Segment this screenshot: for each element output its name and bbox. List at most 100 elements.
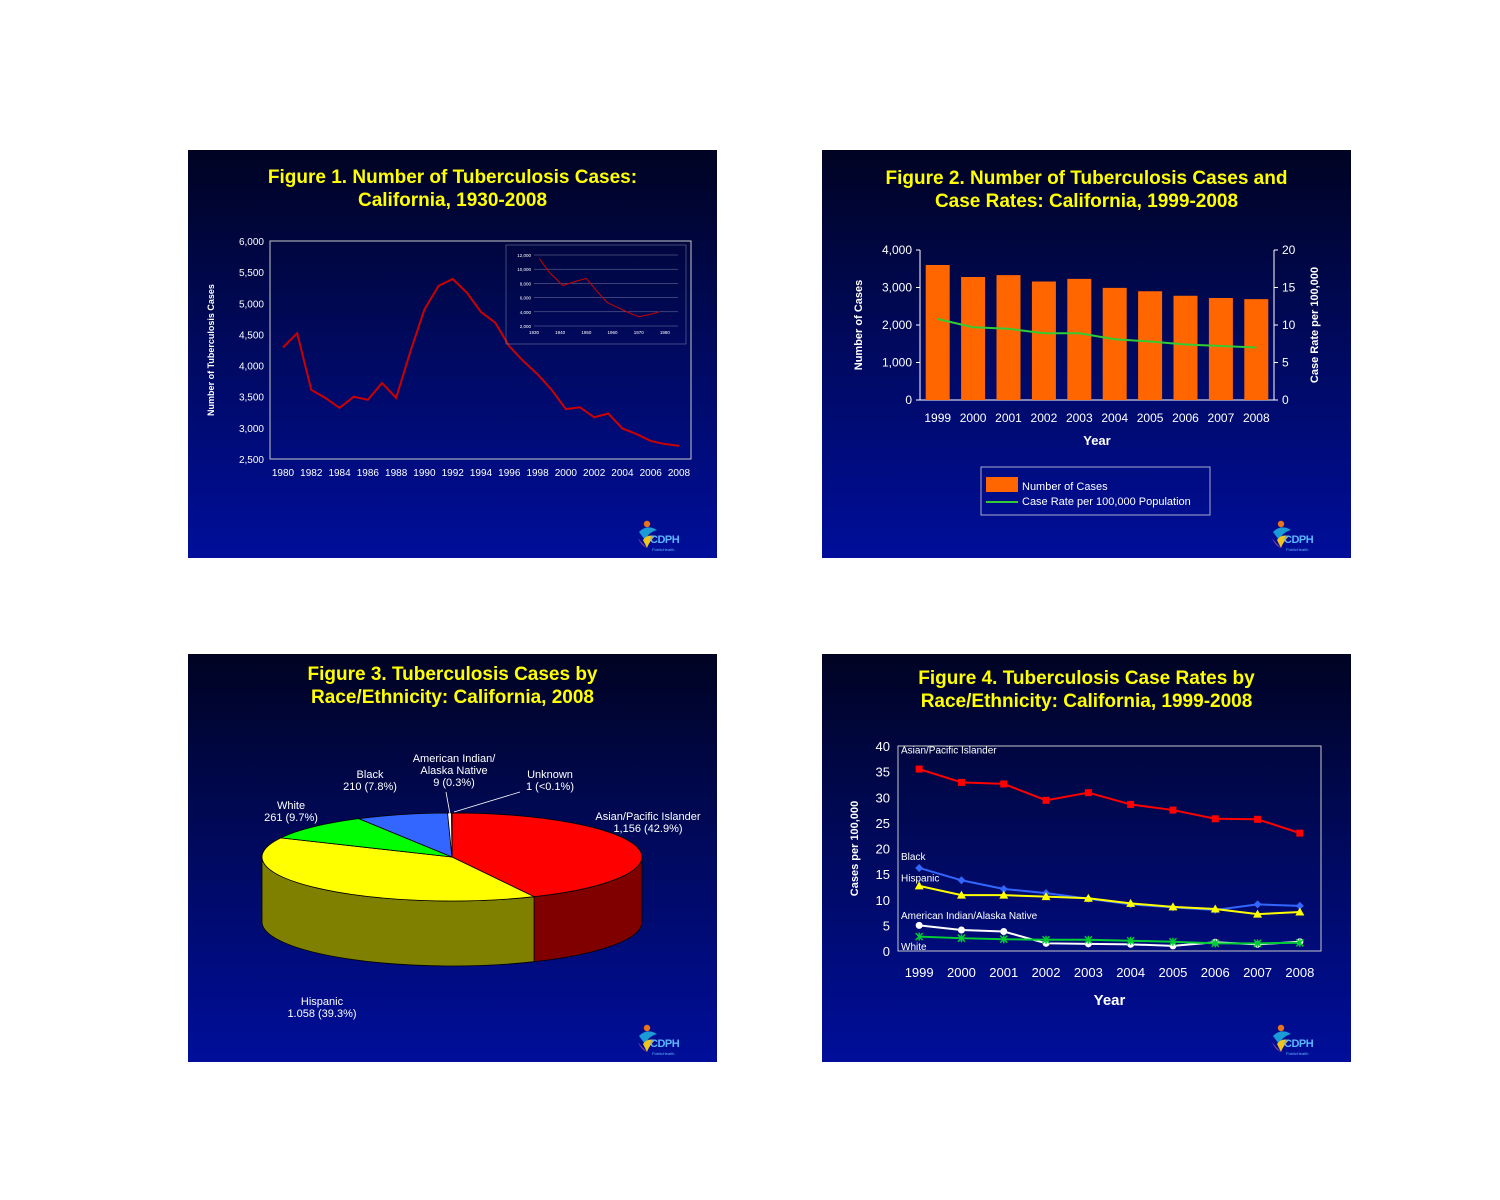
y2-tick-label: 0 [1282, 393, 1289, 407]
bar [1031, 281, 1056, 400]
marker-circle [915, 921, 923, 929]
y-tick-label: 0 [883, 944, 890, 959]
y-axis-label: Number of Tuberculosis Cases [206, 284, 216, 416]
logo-caption: PublicHealth [652, 547, 674, 552]
figure-2-slide: Figure 2. Number of Tuberculosis Cases a… [822, 150, 1351, 558]
marker-triangle [914, 881, 924, 890]
inset-y-tick-label: 2,000 [520, 324, 532, 329]
y-tick-label: 4,000 [239, 362, 264, 373]
series-line [918, 884, 1300, 916]
x-tick-label: 2001 [995, 411, 1022, 425]
logo-figure [643, 535, 655, 548]
pie-slice [261, 837, 536, 902]
y-tick-label: 2,000 [882, 318, 912, 332]
x-tick-label: 1986 [357, 468, 380, 479]
bar [1173, 295, 1198, 400]
plot-area [897, 745, 1322, 952]
logo-figure [1277, 535, 1289, 548]
slice-value: 261 (9.7%) [264, 812, 318, 824]
series: Asian/Pacific Islander [901, 746, 1304, 837]
y-tick-label: 5,500 [239, 268, 264, 279]
x-tick-label: 2006 [1172, 411, 1199, 425]
slice-name: Alaska Native [420, 765, 487, 777]
logo-head [643, 520, 651, 528]
marker-triangle [1083, 893, 1093, 902]
x-tick-label: 2006 [1201, 965, 1230, 980]
marker-square [1254, 815, 1262, 823]
y-tick-label: 20 [876, 842, 890, 857]
inset-y-tick-label: 8,000 [520, 281, 532, 286]
marker-triangle [956, 890, 966, 899]
slice-name: White [277, 800, 305, 812]
x-tick-label: 1988 [385, 468, 408, 479]
marker-triangle [1210, 904, 1220, 913]
inset-x-tick-label: 1940 [555, 330, 566, 335]
legend-label: Case Rate per 100,000 Population [1022, 496, 1191, 508]
marker-triangle [1253, 909, 1263, 918]
marker-diamond [999, 884, 1008, 893]
x-tick-label: 2007 [1243, 965, 1272, 980]
x-tick-label: 1992 [442, 468, 465, 479]
marker-star [1295, 938, 1304, 947]
inset-frame [505, 244, 687, 345]
series-label: Asian/Pacific Islander [901, 746, 997, 757]
x-tick-label: 2008 [1285, 965, 1314, 980]
marker-diamond [957, 876, 966, 885]
inset-x-tick-label: 1980 [660, 330, 671, 335]
logo-caption: PublicHealth [1286, 547, 1308, 552]
x-tick-label: 1984 [328, 468, 351, 479]
pie-slice [279, 818, 453, 858]
legend-box [980, 466, 1211, 516]
y-tick-label: 3,000 [882, 281, 912, 295]
x-tick-label: 2002 [1032, 965, 1061, 980]
inset-y-tick-label: 12,000 [517, 253, 531, 258]
chart-title: Figure 1. Number of Tuberculosis Cases: … [267, 167, 638, 211]
y2-tick-label: 10 [1282, 318, 1296, 332]
logo-head [643, 1024, 651, 1032]
bar [1067, 278, 1092, 400]
leader-line [453, 791, 521, 813]
y2-tick-label: 15 [1282, 281, 1296, 295]
marker-star [1168, 937, 1177, 946]
legend: Number of Cases Case Rate per 100,000 Pop… [980, 466, 1211, 516]
x-tick-label: 2003 [1066, 411, 1093, 425]
marker-triangle [1041, 892, 1051, 901]
marker-star [1253, 939, 1262, 948]
y2-axis-label: Case Rate per 100,000 [1309, 267, 1321, 383]
marker-triangle [1126, 898, 1136, 907]
slice-name: Unknown [527, 769, 573, 781]
x-tick-label: 2004 [1116, 965, 1145, 980]
x-tick-label: 2005 [1137, 411, 1164, 425]
x-tick-label: 2002 [1031, 411, 1058, 425]
marker-square [915, 765, 923, 773]
y-tick-label: 3,000 [239, 424, 264, 435]
logo-letters: CDPH [650, 1038, 680, 1050]
y-tick-label: 5 [883, 918, 890, 933]
bar [1138, 291, 1163, 400]
y-tick-label: 35 [876, 765, 890, 780]
y2-tick-label: 20 [1282, 243, 1296, 257]
slice-value: 210 (7.8%) [343, 781, 397, 793]
logo-letters: CDPH [1284, 534, 1314, 546]
marker-square [1127, 800, 1135, 808]
x-tick-label: 2003 [1074, 965, 1103, 980]
bar [925, 265, 950, 400]
chart-title: Figure 4. Tuberculosis Case Rates by Rac… [918, 668, 1255, 712]
inset-x-tick-label: 1950 [581, 330, 592, 335]
y2-tick-label: 5 [1282, 356, 1289, 370]
logo-figure [1273, 1031, 1291, 1044]
marker-star [1211, 939, 1220, 948]
logo-caption: PublicHealth [652, 1051, 674, 1056]
series: Hispanic [901, 873, 1305, 918]
rate-line [937, 318, 1257, 349]
legend-swatch-bar [986, 477, 1018, 492]
inset-x-tick-label: 1930 [529, 330, 540, 335]
y-tick-label: 6,000 [239, 237, 264, 248]
